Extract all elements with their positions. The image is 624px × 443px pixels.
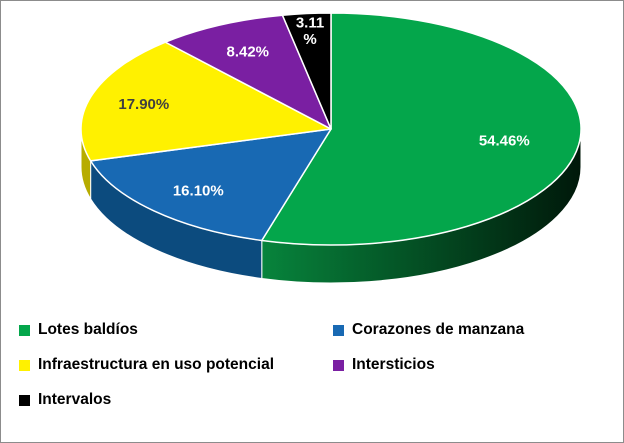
legend-item-lotes-baldios[interactable]: Lotes baldíos [19,321,333,339]
legend-swatch-lotes-baldios [19,324,30,336]
legend-swatch-intersticios [333,359,344,371]
pie-slice-lotes-baldios[interactable] [261,12,582,246]
pie-chart-area: 54.46% 16.10% 17.90% 8.42% 3.11% [1,1,623,301]
pie-slice-corazones-de-manzana[interactable] [89,128,332,242]
pie-slice-intersticios[interactable] [164,14,332,130]
legend-label-lotes-baldios: Lotes baldíos [38,321,138,338]
legend-swatch-corazones-de-manzana [333,324,344,336]
legend-item-intersticios[interactable]: Intersticios [333,356,524,374]
legend-item-infraestructura-en-uso-potencial[interactable]: Infraestructura en uso potencial [19,356,333,374]
legend-swatch-intervalos [19,394,30,406]
pie-label-infraestructura-en-uso-potencial: 17.90% [118,96,169,113]
pie-label-intersticios: 8.42% [226,43,269,60]
legend-item-corazones-de-manzana[interactable]: Corazones de manzana [333,321,524,339]
legend-swatch-infraestructura-en-uso-potencial [19,359,30,371]
pie-label-corazones-de-manzana: 16.10% [173,183,224,200]
legend-label-corazones-de-manzana: Corazones de manzana [352,321,525,338]
legend-item-intervalos[interactable]: Intervalos [19,391,333,409]
pie-slice-infraestructura-en-uso-potencial[interactable] [80,41,332,162]
pie-slice-intervalos[interactable] [281,12,332,130]
legend-label-intersticios: Intersticios [352,356,435,373]
pie-chart: 54.46% 16.10% 17.90% 8.42% 3.11% [80,12,582,284]
legend: Lotes baldíos Corazones de manzana Infraes… [1,301,623,409]
legend-label-intervalos: Intervalos [38,391,112,408]
legend-label-infraestructura-en-uso-potencial: Infraestructura en uso potencial [38,356,274,373]
pie-label-lotes-baldios: 54.46% [479,133,530,150]
pie-label-intervalos: 3.11% [296,14,324,48]
